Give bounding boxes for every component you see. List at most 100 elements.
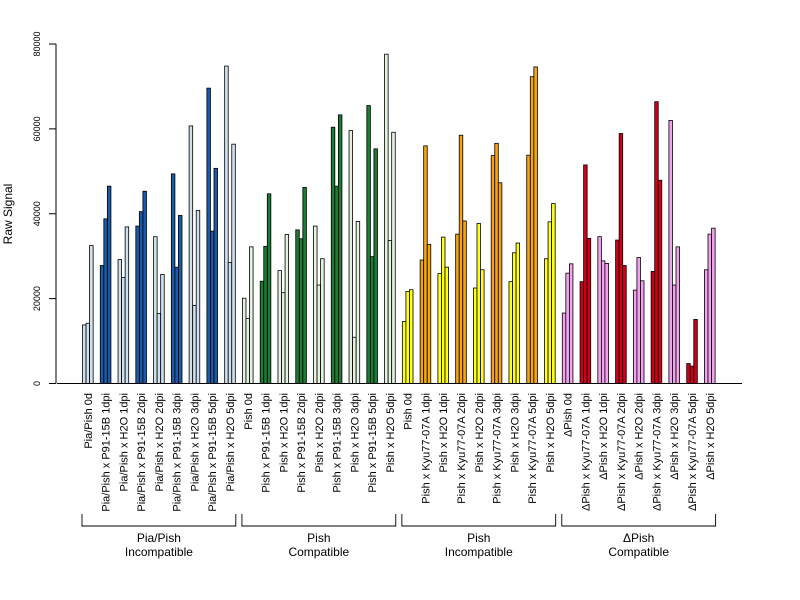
group-label-line1: Pish	[467, 531, 490, 545]
bar	[586, 237, 592, 384]
bar	[494, 142, 499, 384]
bar	[355, 220, 361, 384]
bar	[409, 289, 414, 384]
bar	[99, 265, 105, 384]
bar	[106, 185, 112, 384]
bar	[195, 209, 201, 384]
bar	[103, 218, 108, 384]
bar	[330, 126, 336, 384]
bar	[455, 233, 460, 384]
bar	[551, 203, 556, 384]
group-label-line2: Incompatible	[445, 545, 513, 559]
bar	[675, 246, 680, 384]
group-bracket	[401, 514, 557, 527]
bar	[462, 220, 467, 384]
bar	[565, 272, 570, 384]
bar	[316, 284, 322, 384]
bar	[533, 66, 538, 384]
bar	[206, 87, 211, 384]
x-tick-label: Pish x Kyu77-07A 3dpi	[492, 393, 504, 504]
bar	[284, 234, 290, 384]
x-tick-label: Pia/Pish x P91-15B 3dpi	[172, 393, 184, 512]
bar	[82, 324, 87, 384]
bar	[156, 313, 162, 384]
bar	[622, 265, 627, 384]
bar	[387, 240, 393, 384]
bar	[259, 280, 265, 384]
bar	[615, 239, 620, 384]
bar	[568, 263, 574, 384]
group-brackets: Pia/PishIncompatiblePishCompatiblePishIn…	[81, 514, 717, 559]
group-label-line1: Pia/Pish	[137, 531, 181, 545]
x-tick-label: Pish x H2O 5dpi	[545, 393, 557, 472]
x-tick-label: ΔPish x Kyu77-07A 2dpi	[616, 393, 628, 511]
y-axis-label: Raw Signal	[1, 184, 15, 245]
x-tick-label: Pia/Pish x P91-15B 2dpi	[136, 393, 148, 512]
group-bracket	[561, 514, 717, 527]
x-tick-label: ΔPish x H2O 5dpi	[705, 393, 717, 480]
bar	[281, 292, 286, 384]
bar	[686, 363, 691, 384]
bar	[547, 221, 553, 384]
bar	[153, 236, 158, 384]
bar	[579, 281, 585, 384]
bar	[597, 236, 602, 384]
bar	[277, 270, 282, 384]
x-tick-label: Pia/Pish x H2O 2dpi	[154, 393, 166, 491]
bar	[178, 215, 183, 384]
x-tick-label: Pish x P91-15B 5dpi	[367, 393, 379, 493]
bar	[401, 321, 407, 384]
bar	[497, 182, 503, 384]
x-tick-label: ΔPish x H2O 2dpi	[634, 393, 646, 480]
x-tick-label: Pish x Kyu77-07A 2dpi	[456, 393, 468, 504]
bar	[369, 256, 375, 384]
bar	[423, 145, 428, 384]
bar	[352, 336, 357, 384]
x-tick-label: ΔPish x H2O 3dpi	[669, 393, 681, 480]
bar	[618, 133, 624, 384]
bar	[170, 173, 176, 384]
bar	[444, 266, 449, 384]
bar	[245, 318, 250, 384]
x-tick-label: Pish x H2O 2dpi	[314, 393, 326, 472]
bar	[476, 223, 481, 384]
x-tick-label: Pish x H2O 5dpi	[385, 393, 397, 472]
x-tick-label: Pish x H2O 1dpi	[278, 393, 290, 472]
x-tick-label: Pia/Pish x H2O 3dpi	[189, 393, 201, 491]
x-tick-label: Pia/Pish x P91-15B 1dpi	[101, 393, 113, 512]
bar	[142, 190, 147, 384]
bar	[210, 230, 215, 384]
x-tick-label: Pish x P91-15B 1dpi	[261, 393, 273, 493]
bar	[227, 262, 233, 384]
x-tick-label: Pish 0d	[403, 393, 415, 430]
bar	[160, 274, 165, 384]
bar	[480, 269, 485, 384]
x-tick-label: Pish x H2O 3dpi	[349, 393, 361, 472]
group-label-line1: ΔPish	[623, 531, 654, 545]
x-tick-label: Pish x P91-15B 3dpi	[332, 393, 344, 493]
x-tick-label: Pish x H2O 2dpi	[474, 393, 486, 472]
bar	[583, 164, 588, 384]
bar	[426, 243, 432, 384]
x-tick-label: Pia/Pish 0d	[83, 393, 95, 449]
bar	[124, 226, 130, 384]
y-tick-label: 0	[32, 381, 42, 386]
bar	[174, 266, 179, 384]
bar	[391, 131, 396, 384]
x-tick-label: ΔPish x Kyu77-07A 5dpi	[687, 393, 699, 511]
bar	[188, 125, 194, 384]
x-tick-label: Pish 0d	[243, 393, 255, 430]
bar	[295, 229, 300, 384]
bar	[650, 271, 656, 384]
bar	[302, 187, 307, 384]
bar	[366, 105, 371, 384]
bar	[704, 269, 709, 384]
bar	[544, 258, 549, 384]
bar	[561, 312, 567, 384]
bar	[242, 297, 247, 384]
x-tick-label: Pia/Pish x P91-15B 5dpi	[207, 393, 219, 512]
bar	[348, 130, 353, 384]
bar	[707, 233, 712, 384]
bar	[512, 252, 517, 384]
